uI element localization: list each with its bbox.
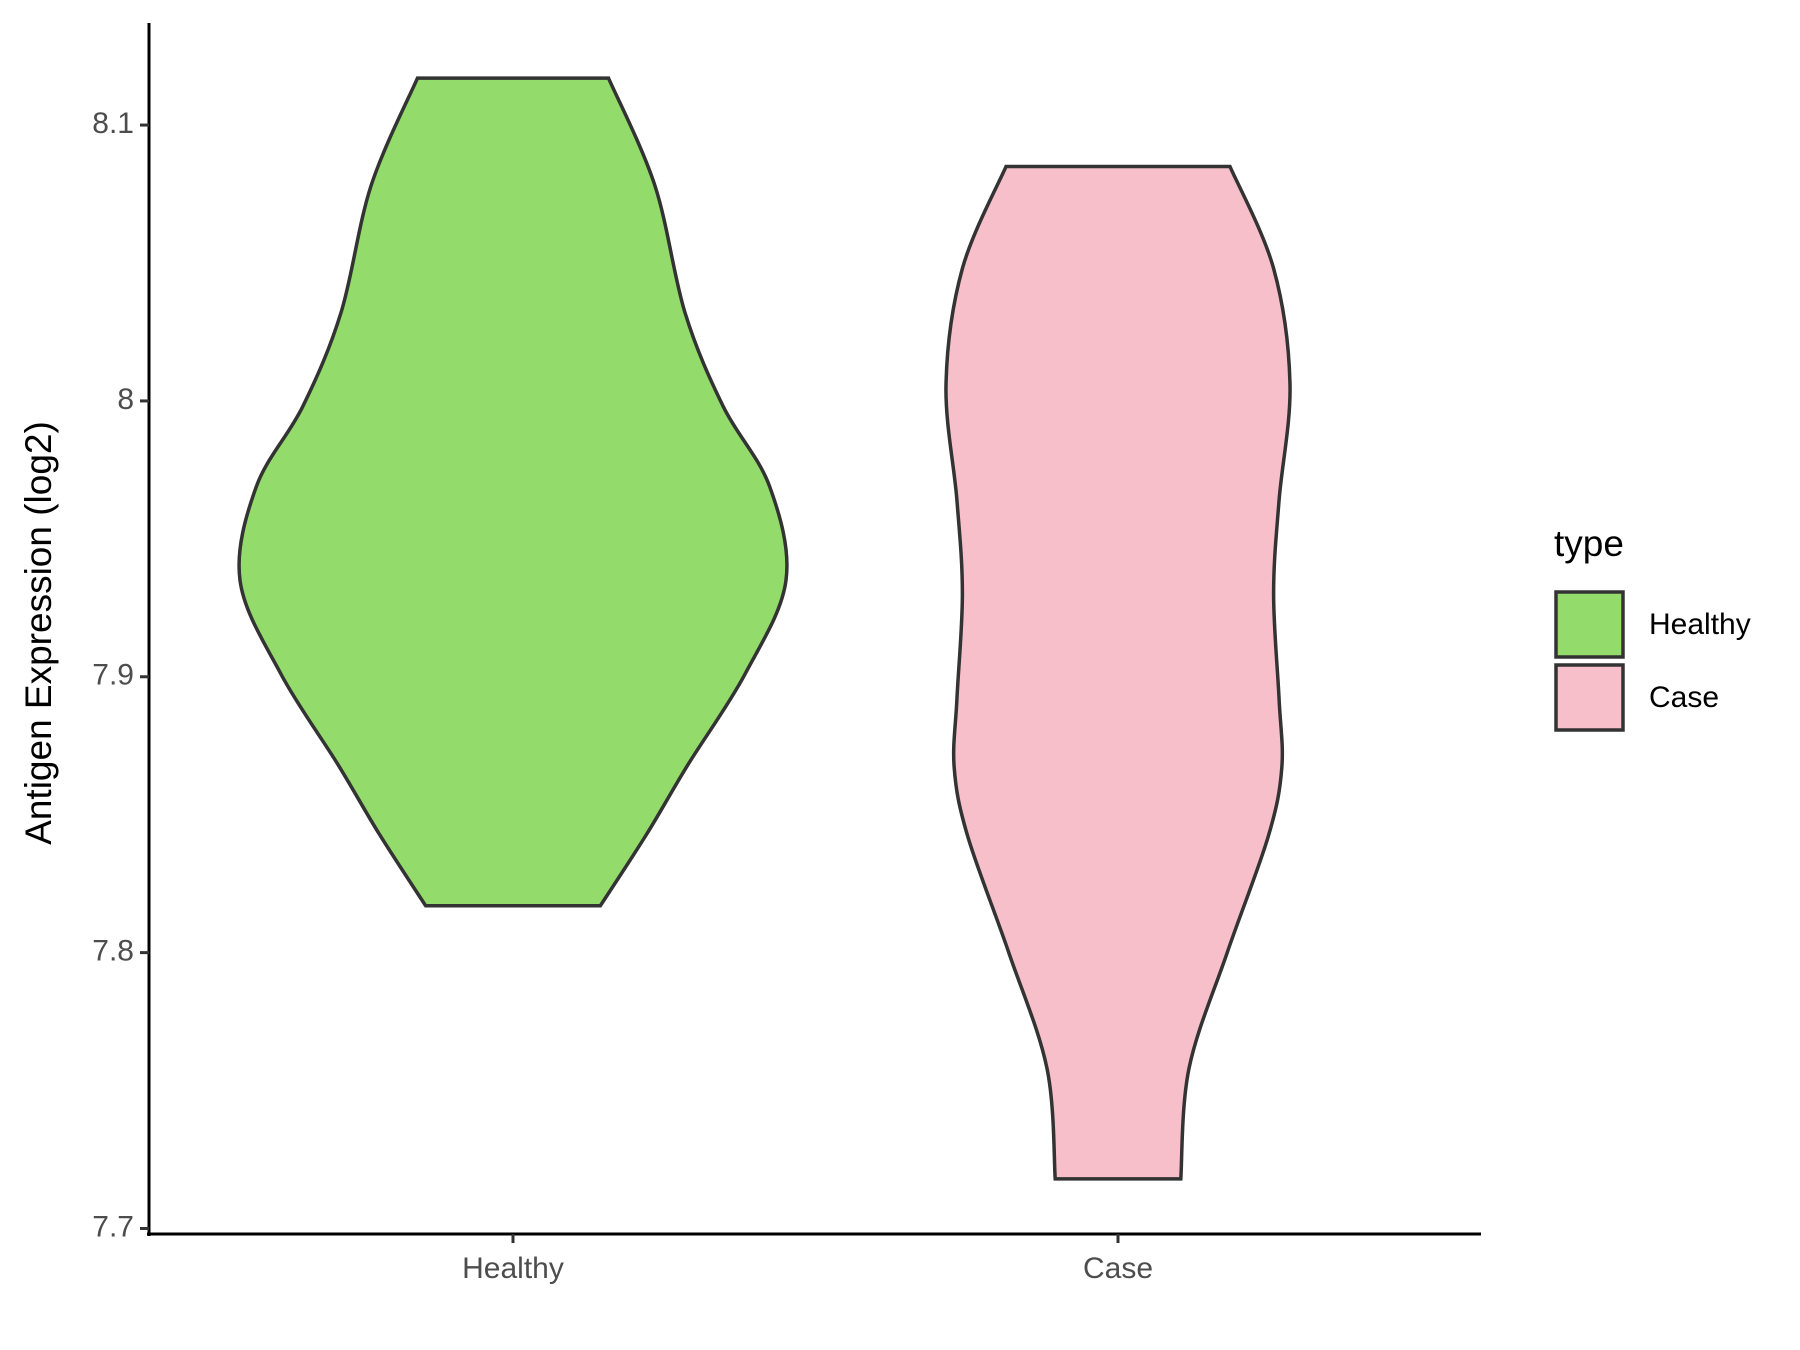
legend-key [1554,590,1625,659]
y-tick-label: 7.7 [92,1210,134,1243]
y-tick-label: 7.9 [92,659,134,692]
y-tick-label: 8.1 [92,107,134,140]
legend-label: Case [1649,681,1719,714]
violin [944,164,1292,1181]
y-tick-label: 7.8 [92,935,134,968]
y-axis-title: Antigen Expression (log2) [18,421,59,845]
x-tick-label: Healthy [462,1252,564,1285]
legend-label: Healthy [1649,608,1751,641]
violin [237,76,789,908]
y-tick-label: 8 [117,383,134,416]
legend-key [1554,663,1625,732]
legend-title: type [1554,523,1624,564]
x-tick-label: Case [1083,1252,1153,1285]
